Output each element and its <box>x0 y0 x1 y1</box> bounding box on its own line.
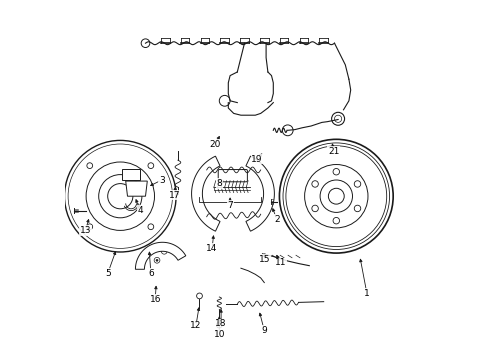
Text: 17: 17 <box>168 191 180 199</box>
Text: 18: 18 <box>215 320 226 328</box>
Text: 13: 13 <box>80 226 91 235</box>
Text: 15: 15 <box>258 255 269 264</box>
Polygon shape <box>135 242 185 269</box>
Circle shape <box>287 148 384 245</box>
Text: 8: 8 <box>216 179 222 188</box>
Polygon shape <box>191 156 220 231</box>
Text: 16: 16 <box>149 295 161 304</box>
Text: 4: 4 <box>137 206 142 215</box>
Text: 7: 7 <box>227 201 232 210</box>
Polygon shape <box>245 156 274 231</box>
Polygon shape <box>122 169 140 180</box>
Text: 20: 20 <box>209 140 220 149</box>
Text: 10: 10 <box>213 330 224 338</box>
Polygon shape <box>125 181 147 196</box>
Text: 11: 11 <box>274 258 285 267</box>
Text: 9: 9 <box>261 326 266 335</box>
Text: 5: 5 <box>104 269 110 278</box>
Text: 2: 2 <box>274 215 279 224</box>
Circle shape <box>156 259 158 261</box>
Text: 6: 6 <box>148 269 153 278</box>
Text: 1: 1 <box>363 289 369 298</box>
Text: 14: 14 <box>206 244 217 253</box>
FancyBboxPatch shape <box>218 170 247 182</box>
Text: 12: 12 <box>190 321 201 330</box>
Text: 19: 19 <box>251 155 263 163</box>
Text: 21: 21 <box>327 147 339 156</box>
Text: 3: 3 <box>159 176 164 185</box>
